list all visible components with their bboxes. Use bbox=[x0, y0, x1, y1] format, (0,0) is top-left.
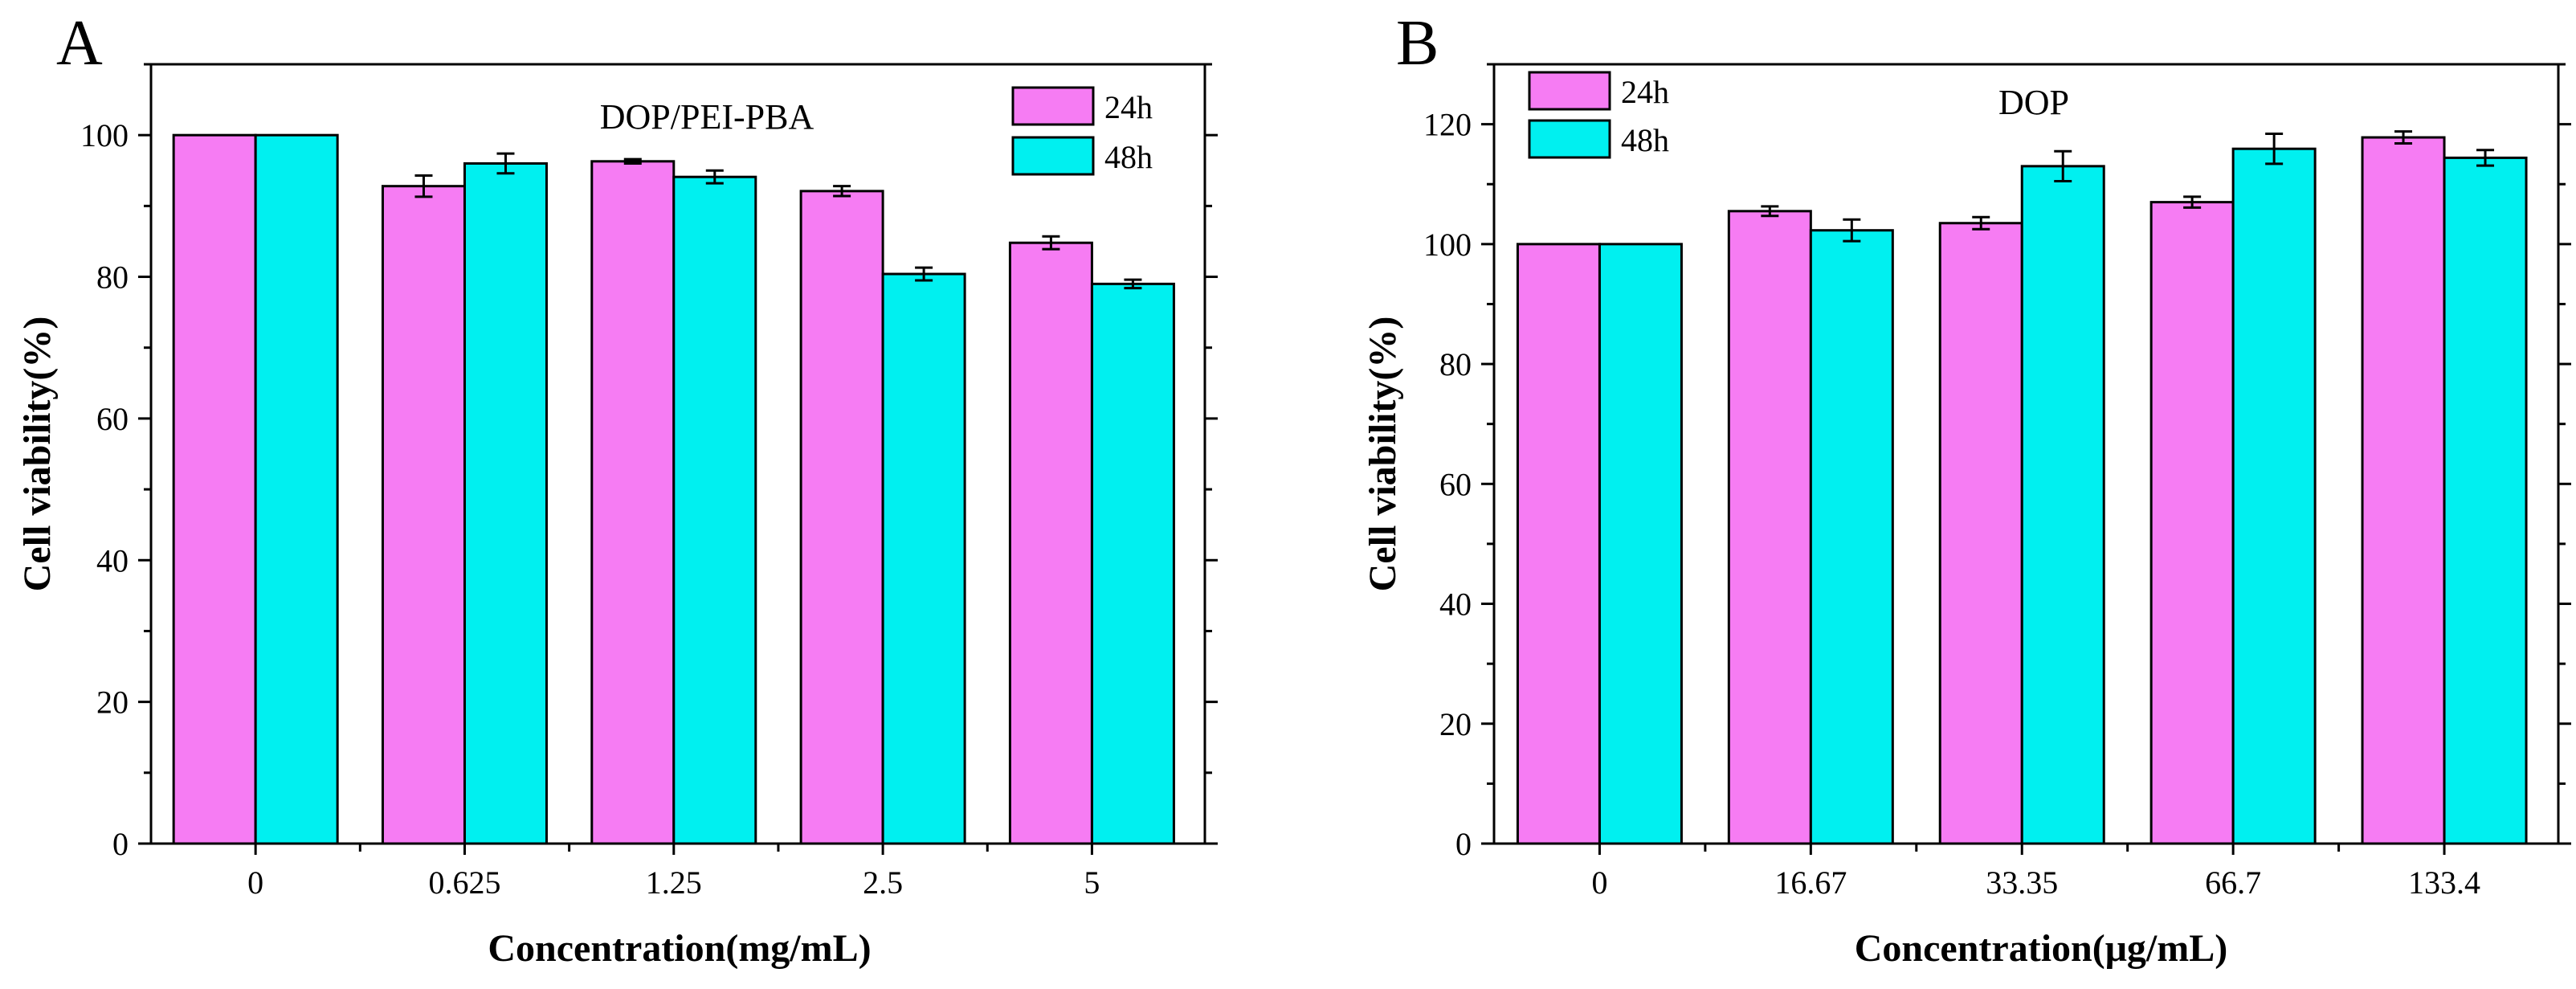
panel-b-bar-48h bbox=[2020, 165, 2105, 845]
panel-a: A DOP/PEI-PBA Concentration(mg/mL) Cell … bbox=[16, 8, 1218, 970]
panel-b-bar-24h bbox=[2149, 201, 2235, 845]
panel-a-x-tick-label: 5 bbox=[1084, 864, 1100, 901]
panel-b-x-tick-label: 16.67 bbox=[1774, 864, 1847, 901]
panel-a-y-tick-label: 80 bbox=[96, 260, 129, 296]
panel-a-legend: 24h 48h bbox=[1011, 86, 1153, 176]
panel-a-bar-48h bbox=[254, 133, 339, 845]
panel-b-x-tick-label: 133.4 bbox=[2408, 864, 2480, 901]
panel-b-legend-swatch-48h bbox=[1528, 119, 1611, 159]
panel-b-y-tick-label: 20 bbox=[1439, 706, 1472, 742]
panel-b-x-axis-title: Concentration(μg/mL) bbox=[1855, 927, 2227, 970]
panel-a-bar-24h bbox=[1008, 241, 1093, 845]
panel-a-bar-24h bbox=[799, 190, 884, 845]
panel-b-x-tick-label: 33.35 bbox=[1986, 864, 2058, 901]
panel-b: B DOP Concentration(μg/mL) Cell viabilit… bbox=[1361, 8, 2571, 970]
panel-a-y-tick-label: 40 bbox=[96, 542, 129, 578]
panel-a-bar-24h bbox=[381, 185, 466, 845]
panel-a-bar-48h bbox=[463, 161, 548, 845]
panel-a-y-axis-title: Cell viability(%) bbox=[16, 317, 59, 592]
panel-a-y-tick-label: 20 bbox=[96, 685, 129, 721]
panel-a-x-tick-label: 1.25 bbox=[646, 864, 702, 901]
panel-b-bar-24h bbox=[1727, 210, 1812, 845]
panel-a-legend-label-48h: 48h bbox=[1104, 139, 1153, 175]
panel-b-x-tick-label: 66.7 bbox=[2205, 864, 2261, 901]
panel-b-legend-label-48h: 48h bbox=[1621, 122, 1669, 158]
panel-b-bar-24h bbox=[1938, 222, 2023, 845]
panel-b-y-tick-label: 80 bbox=[1439, 346, 1472, 382]
panel-a-x-tick-label: 0 bbox=[247, 864, 263, 901]
panel-b-bar-48h bbox=[1598, 243, 1683, 845]
panel-a-x-axis-title: Concentration(mg/mL) bbox=[488, 927, 871, 970]
panel-b-legend-swatch-24h bbox=[1528, 71, 1611, 111]
panel-a-y-tick-label: 0 bbox=[112, 826, 129, 862]
panel-a-bar-24h bbox=[590, 160, 676, 845]
panel-a-plot-title: DOP/PEI-PBA bbox=[600, 97, 814, 137]
panel-a-y-tick-label: 60 bbox=[96, 401, 129, 437]
panel-b-legend: 24h 48h bbox=[1528, 71, 1669, 159]
panel-b-x-tick-label: 0 bbox=[1591, 864, 1607, 901]
panel-b-bar-48h bbox=[2443, 156, 2528, 845]
panel-b-bar-48h bbox=[1809, 229, 1894, 845]
panel-b-y-tick-label: 100 bbox=[1423, 227, 1472, 263]
panel-a-bar-48h bbox=[672, 175, 757, 845]
panel-a-legend-label-24h: 24h bbox=[1104, 89, 1153, 125]
panel-b-y-tick-label: 0 bbox=[1455, 826, 1472, 862]
panel-a-x-tick-label: 0.625 bbox=[428, 864, 500, 901]
panel-b-y-axis-title: Cell viability(%) bbox=[1361, 317, 1404, 592]
panel-a-legend-swatch-48h bbox=[1011, 136, 1095, 176]
panel-b-y-tick-label: 60 bbox=[1439, 466, 1472, 502]
panel-b-plot-title: DOP bbox=[1998, 83, 2069, 122]
panel-a-legend-swatch-24h bbox=[1011, 86, 1095, 126]
panel-a-bar-24h bbox=[172, 133, 257, 845]
panel-a-letter: A bbox=[56, 8, 103, 79]
panel-b-letter: B bbox=[1396, 8, 1439, 79]
panel-a-bar-48h bbox=[1090, 282, 1175, 845]
panel-b-bar-48h bbox=[2231, 147, 2317, 845]
panel-b-bar-24h bbox=[2361, 136, 2446, 845]
panel-a-y-tick-label: 100 bbox=[80, 117, 129, 153]
panel-b-y-tick-label: 40 bbox=[1439, 586, 1472, 623]
panel-a-x-tick-label: 2.5 bbox=[863, 864, 903, 901]
panel-b-bar-24h bbox=[1516, 243, 1601, 845]
panel-b-legend-label-24h: 24h bbox=[1621, 74, 1669, 110]
panel-a-bar-48h bbox=[881, 272, 966, 845]
panel-b-y-tick-label: 120 bbox=[1423, 107, 1472, 143]
